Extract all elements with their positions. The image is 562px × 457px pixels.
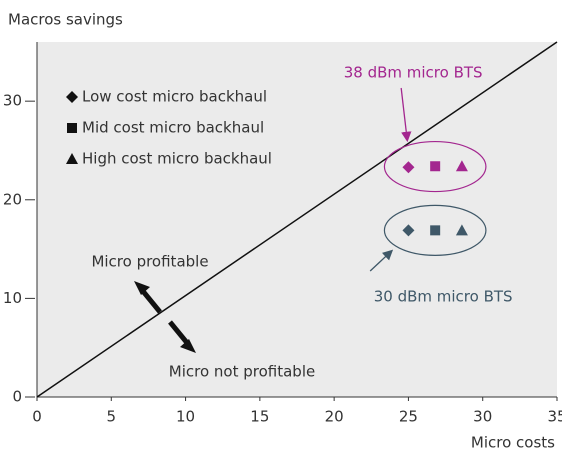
x-tick-label: 20: [325, 408, 344, 426]
y-tick-label: 0: [12, 388, 22, 406]
group-ellipse: [383, 204, 487, 256]
series-label: 30 dBm micro BTS: [374, 288, 513, 306]
annotation: Micro profitable: [91, 253, 208, 271]
triangle-marker: [66, 153, 78, 164]
x-tick-label: 0: [32, 408, 42, 426]
diagonal-line: [36, 41, 558, 398]
group-ellipse: [383, 140, 487, 193]
y-tick-label: 10: [3, 289, 22, 307]
legend-label: Low cost micro backhaul: [82, 88, 267, 106]
triangle-marker: [455, 160, 468, 172]
y-tick-label: 20: [3, 190, 22, 208]
profit-arrows: [134, 281, 196, 353]
x-tick-label: 35: [547, 408, 562, 426]
legend-label: High cost micro backhaul: [82, 150, 272, 168]
x-axis-label: Micro costs: [471, 434, 555, 452]
square-marker: [430, 225, 441, 236]
diamond-marker: [402, 161, 415, 174]
triangle-marker: [455, 224, 468, 236]
diamond-marker: [66, 91, 78, 103]
square-marker: [67, 123, 77, 133]
diamond-marker: [402, 224, 415, 237]
chart-title: Macros savings: [8, 11, 123, 29]
series-label: 38 dBm micro BTS: [344, 64, 483, 82]
legend-label: Mid cost micro backhaul: [82, 119, 264, 137]
annotation: Micro not profitable: [169, 363, 315, 381]
x-tick-label: 5: [107, 408, 117, 426]
y-tick-label: 30: [3, 92, 22, 110]
callout-arrow: [369, 249, 394, 272]
x-tick-label: 15: [250, 408, 269, 426]
x-tick-label: 25: [399, 408, 418, 426]
callout-arrow: [400, 87, 412, 143]
square-marker: [430, 161, 441, 172]
x-tick-label: 10: [176, 408, 195, 426]
x-tick-label: 30: [473, 408, 492, 426]
